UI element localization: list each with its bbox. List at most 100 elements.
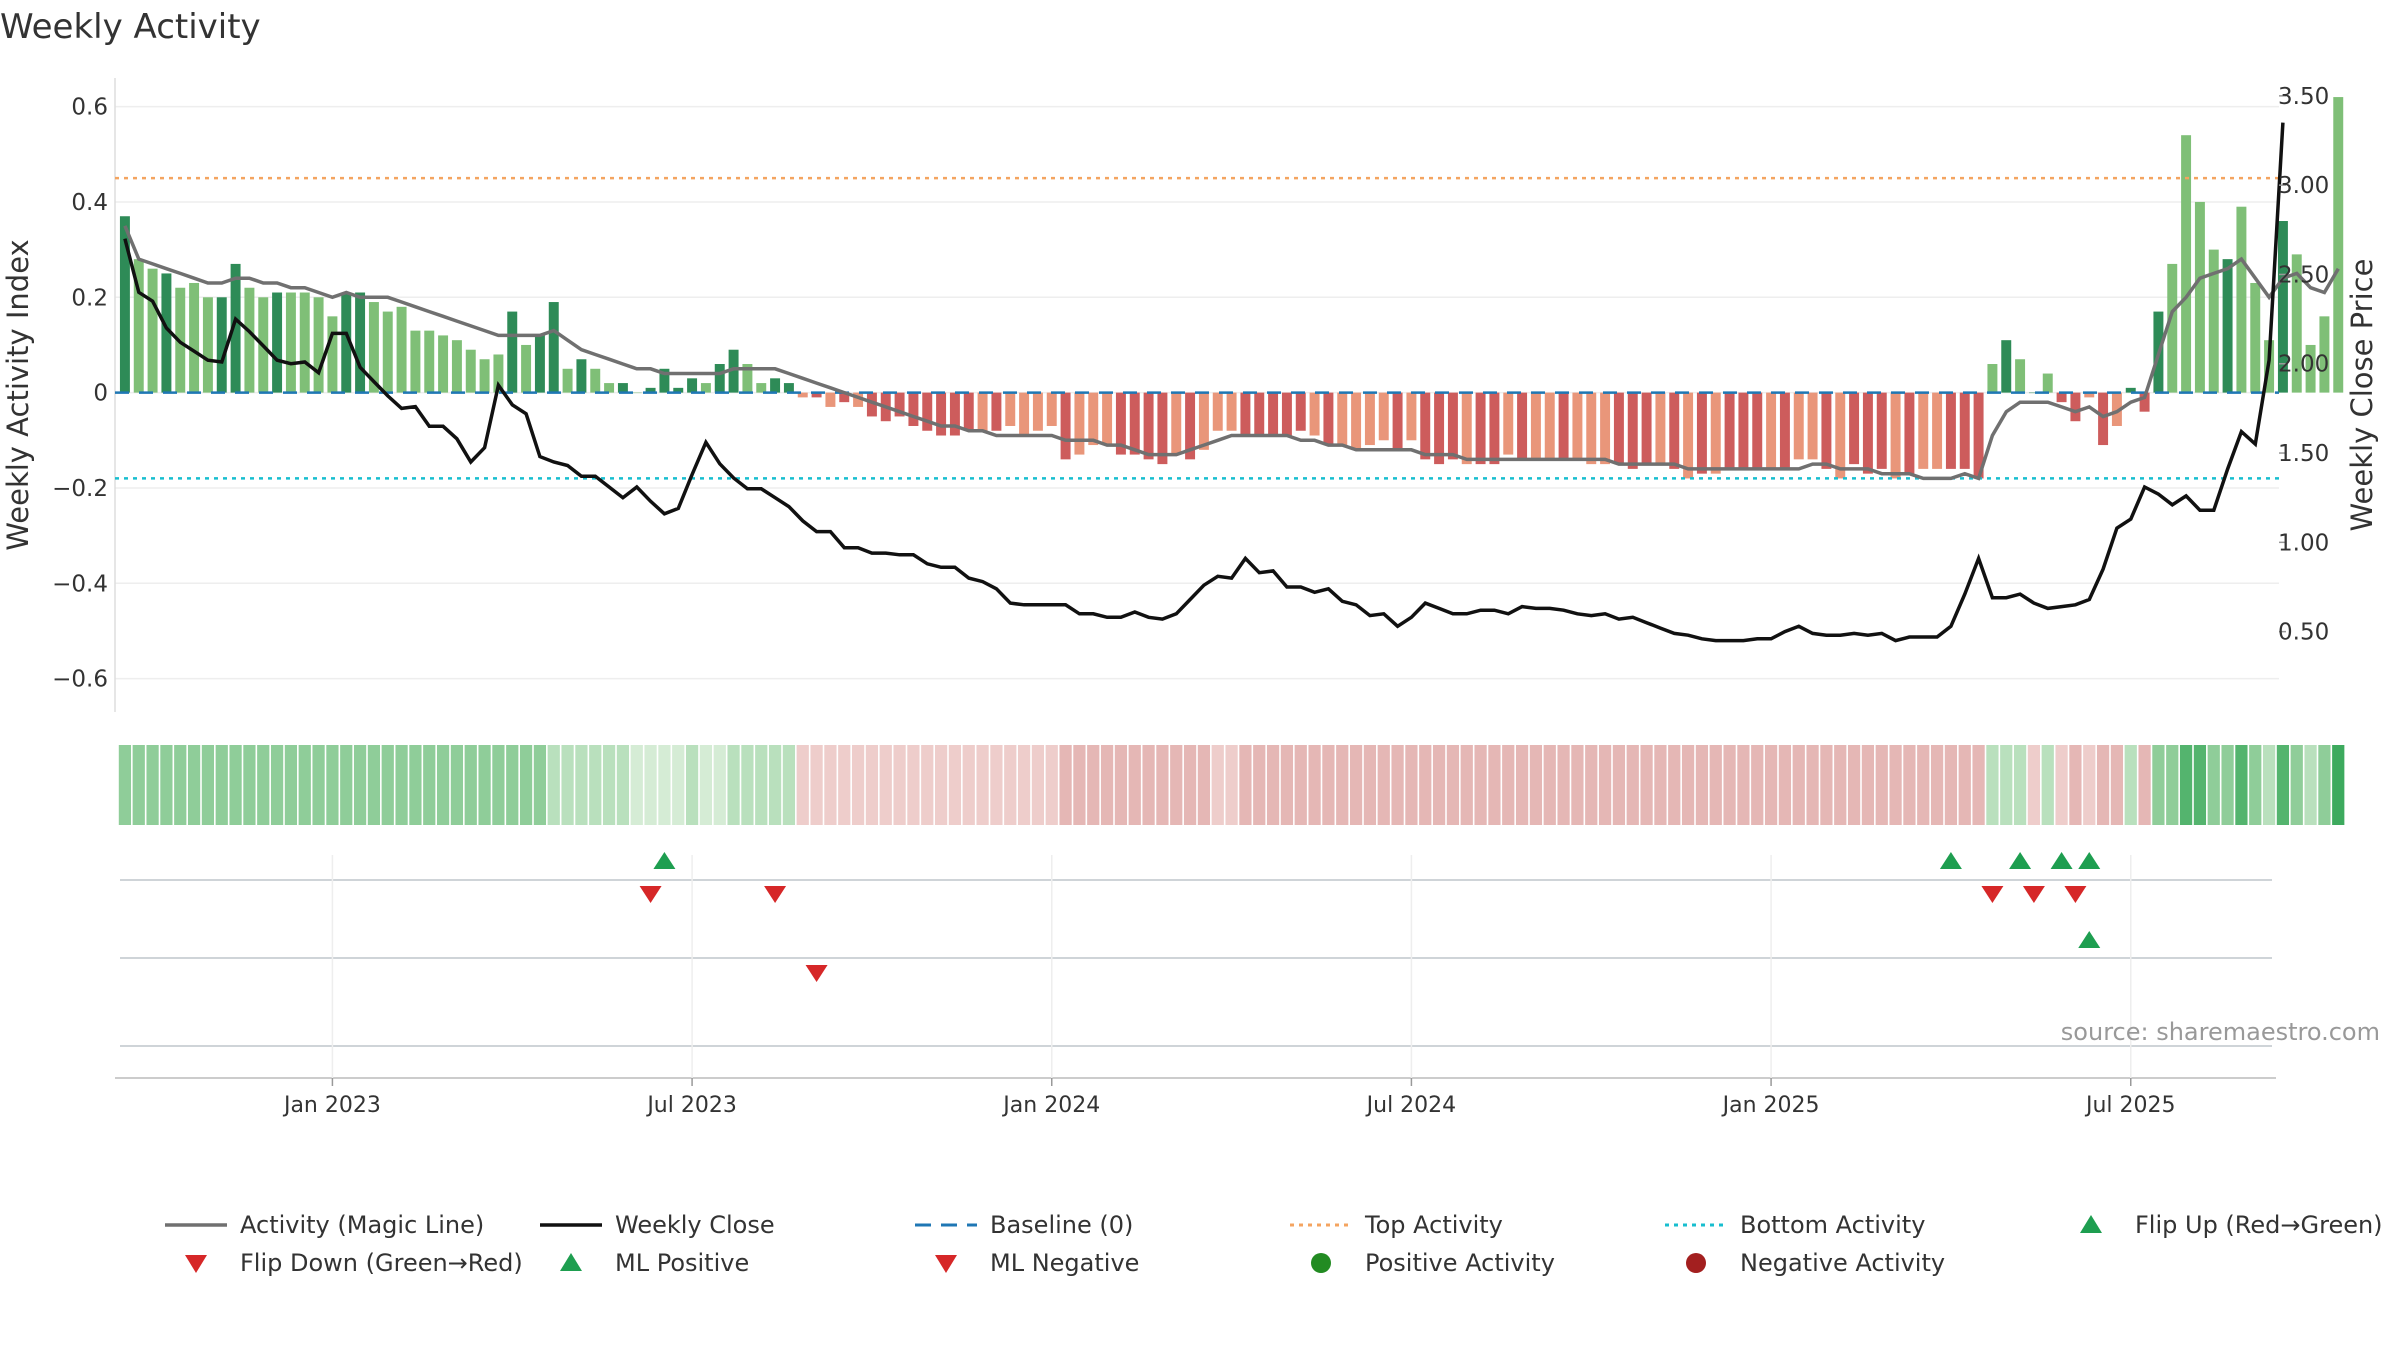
legend-item: Baseline (0) — [915, 1211, 1133, 1239]
activity-bar — [1710, 392, 1721, 474]
activity-bar — [1198, 392, 1209, 450]
activity-bar — [1918, 392, 1929, 469]
y-left-tick-label: −0.6 — [52, 667, 108, 693]
strip-cell — [962, 745, 975, 825]
strip-cell — [2290, 745, 2303, 825]
activity-bar — [493, 354, 504, 393]
activity-bar — [2250, 282, 2261, 393]
strip-cell — [326, 745, 339, 825]
activity-bar — [1738, 392, 1749, 469]
strip-cell — [1266, 745, 1280, 825]
strip-cell — [1474, 745, 1487, 825]
strip-cell — [464, 745, 477, 825]
activity-bar — [1835, 392, 1846, 479]
flip-down-marker — [639, 886, 662, 903]
activity-bar — [1627, 392, 1638, 469]
y-right-tick-label: 0.50 — [2278, 620, 2329, 646]
strip-cell — [2318, 745, 2331, 825]
activity-bar — [2222, 259, 2233, 393]
y-left-tick-label: 0.2 — [71, 285, 108, 311]
strip-cell — [340, 745, 353, 825]
strip-cell — [312, 745, 325, 825]
strip-cell — [2013, 745, 2027, 825]
y-right-tick-label: 2.50 — [2278, 262, 2329, 288]
x-tick-label: Jul 2023 — [645, 1093, 737, 1118]
activity-bar — [1600, 392, 1611, 465]
strip-cell — [575, 745, 588, 825]
strip-cell — [1253, 745, 1266, 825]
strip-cell — [630, 745, 643, 825]
strip-cell — [1405, 745, 1418, 825]
activity-bar — [1309, 392, 1320, 436]
triangle-down-red-icon — [935, 1255, 957, 1273]
strip-cell — [1004, 745, 1017, 825]
activity-bar — [396, 306, 407, 393]
chart-title: Weekly Activity — [0, 7, 261, 47]
strip-cell — [1986, 745, 1999, 825]
legend-label: Weekly Close — [615, 1211, 775, 1239]
strip-cell — [1847, 745, 1861, 825]
strip-cell — [270, 745, 284, 825]
activity-bar — [2236, 206, 2247, 393]
activity-bar — [1240, 392, 1251, 436]
strip-cell — [146, 745, 159, 825]
activity-bar — [313, 297, 324, 393]
activity-bar — [438, 335, 449, 393]
strip-cell — [2138, 745, 2151, 825]
strip-cell — [1681, 745, 1695, 825]
x-tick-label: Jul 2025 — [2084, 1093, 2176, 1118]
strip-cell — [257, 745, 270, 825]
strip-cell — [851, 745, 865, 825]
strip-cell — [2124, 745, 2137, 825]
activity-bar — [1351, 392, 1362, 450]
activity-bar — [1268, 392, 1279, 436]
legend-item: Activity (Magic Line) — [165, 1211, 484, 1239]
strip-cell — [187, 745, 201, 825]
activity-bar — [1489, 392, 1500, 465]
activity-bar — [576, 359, 587, 393]
strip-cell — [824, 745, 837, 825]
y-right-tick-label: 1.00 — [2278, 530, 2329, 556]
source-label: source: sharemaestro.com — [2061, 1018, 2380, 1046]
y-left-tick-label: 0 — [93, 381, 108, 407]
strip-cell — [1377, 745, 1390, 825]
strip-cell — [1557, 745, 1570, 825]
activity-bar — [825, 392, 836, 407]
strip-cell — [1100, 745, 1114, 825]
strip-cell — [1543, 745, 1556, 825]
strip-cell — [616, 745, 630, 825]
strip-cell — [1834, 745, 1847, 825]
legend-item: Flip Up (Red→Green) — [2080, 1211, 2383, 1239]
activity-bar — [1337, 392, 1348, 446]
activity-bar — [1129, 392, 1140, 455]
activity-bar — [617, 383, 628, 393]
flip-down-marker — [1981, 886, 2004, 903]
strip-cell — [1612, 745, 1626, 825]
strip-cell — [409, 745, 422, 825]
activity-bar — [2070, 392, 2081, 422]
y-left-axis-label: Weekly Activity Index — [1, 239, 35, 550]
activity-bar — [908, 392, 919, 426]
strip-cell — [1917, 745, 1930, 825]
strip-cell — [2000, 745, 2013, 825]
activity-bar — [507, 311, 518, 393]
activity-bar — [2098, 392, 2109, 446]
legend: Activity (Magic Line) Weekly Close Baselin… — [165, 1211, 2383, 1277]
legend-label: Baseline (0) — [990, 1211, 1133, 1239]
signal-marker-panel — [115, 852, 2276, 1079]
strip-cell — [1820, 745, 1833, 825]
activity-bar — [1364, 392, 1375, 446]
strip-cell — [672, 745, 685, 825]
activity-bar — [1143, 392, 1154, 460]
magic-line-series — [123, 225, 2340, 481]
activity-bar — [2139, 392, 2150, 412]
legend-label: Flip Down (Green→Red) — [240, 1249, 523, 1277]
activity-bar — [687, 378, 698, 393]
activity-bar — [1046, 392, 1057, 426]
activity-bar — [811, 392, 822, 398]
activity-bar — [1613, 392, 1624, 465]
activity-bar — [1683, 392, 1694, 479]
activity-bar — [1005, 392, 1016, 426]
activity-bar — [327, 316, 338, 393]
strip-cell — [367, 745, 381, 825]
